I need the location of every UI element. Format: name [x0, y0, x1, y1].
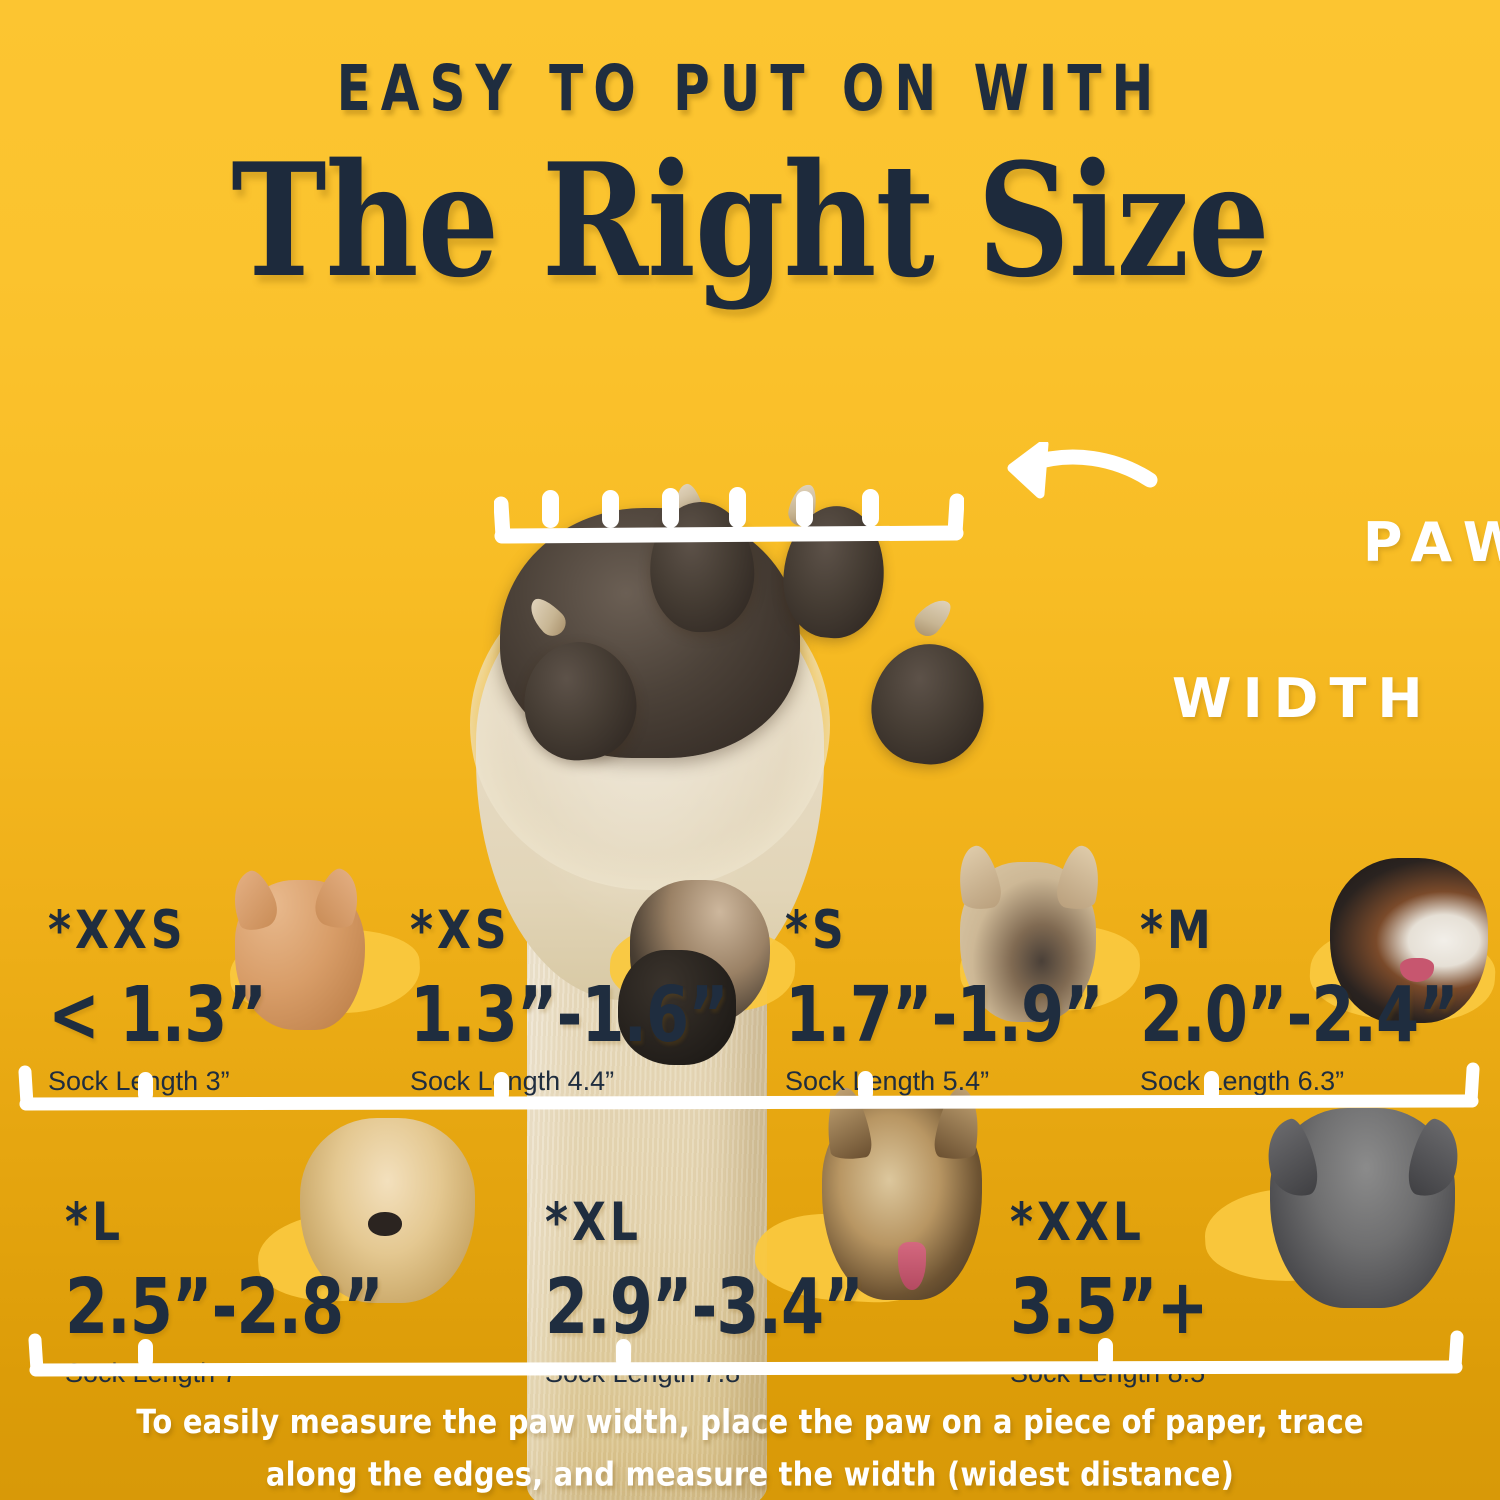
- kicker-text: EASY TO PUT ON WITH: [336, 52, 1164, 126]
- size-row-1-bracket-icon: [16, 1058, 1484, 1121]
- size-label: *XXL: [1010, 1192, 1145, 1254]
- german-shepherd-tongue-icon: [898, 1242, 926, 1290]
- size-sock-length: Sock Length 6.3”: [1140, 1066, 1345, 1096]
- size-label: *XXS: [48, 900, 187, 962]
- size-range: 3.5”+: [1010, 1261, 1209, 1352]
- footer-line-1: To easily measure the paw width, place t…: [136, 1402, 1364, 1441]
- header-block: EASY TO PUT ON WITH The Right Size: [0, 0, 1500, 299]
- paw-width-callout-text: PAW WIDTH: [1172, 426, 1500, 894]
- size-label: *XS: [410, 900, 511, 962]
- yorkshire-terrier-body-icon: [618, 950, 736, 1065]
- size-range: 2.0”-2.4”: [1140, 969, 1459, 1060]
- curved-left-arrow-icon: [1000, 439, 1160, 523]
- size-label: *XL: [545, 1192, 642, 1254]
- size-sock-length: Sock Length 4.4”: [410, 1066, 615, 1096]
- bernese-tongue-icon: [1400, 958, 1434, 982]
- footer-line-2: along the edges, and measure the width (…: [265, 1455, 1235, 1494]
- callout-line-1: PAW: [1362, 511, 1500, 574]
- callout-line-2: WIDTH: [1172, 667, 1434, 730]
- size-sock-length: Sock Length 5.4”: [785, 1066, 990, 1096]
- size-row-2-bracket-icon: [26, 1324, 1468, 1387]
- size-label: *L: [65, 1192, 125, 1254]
- page-title: The Right Size: [231, 129, 1269, 313]
- bernese-mountain-dog-photo: [1330, 858, 1488, 1023]
- golden-retriever-nose-icon: [368, 1212, 402, 1236]
- size-range: 1.3”-1.6”: [410, 969, 729, 1060]
- size-range: 2.5”-2.8”: [65, 1261, 384, 1352]
- paw-width-ruler-icon: [493, 478, 965, 558]
- size-range: 1.7”-1.9”: [785, 969, 1104, 1060]
- size-range: < 1.3”: [48, 969, 267, 1060]
- size-range: 2.9”-3.4”: [545, 1261, 864, 1352]
- size-label: *S: [785, 900, 848, 962]
- golden-retriever-photo: [300, 1118, 475, 1303]
- measurement-instructions: To easily measure the paw width, place t…: [0, 1396, 1500, 1500]
- size-label: *M: [1140, 900, 1215, 962]
